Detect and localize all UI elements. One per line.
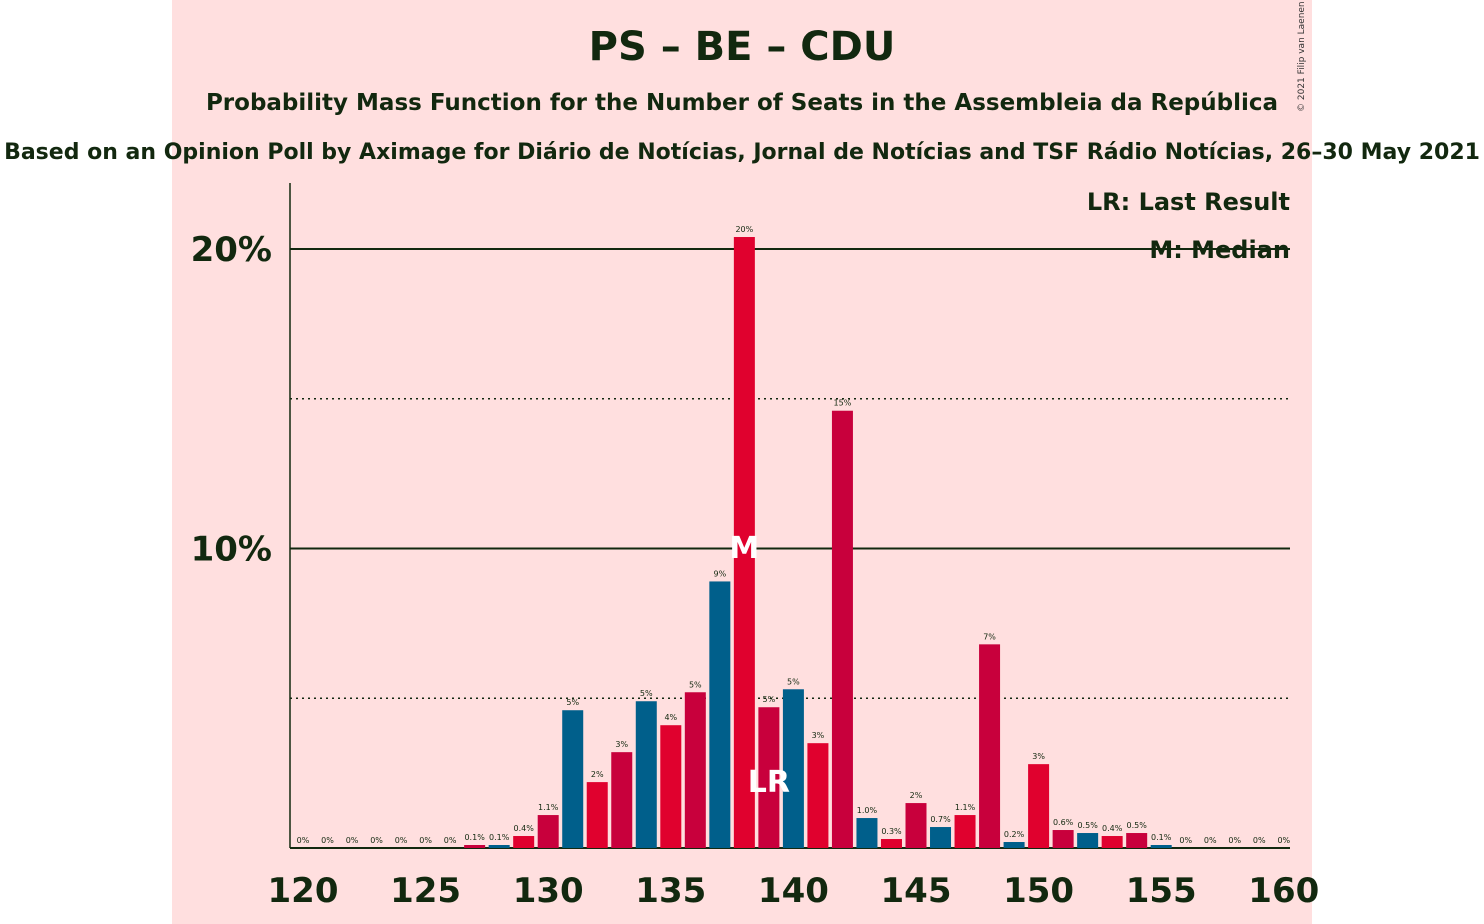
bar-label-143: 1.0% <box>857 806 878 815</box>
bar-label-122: 0% <box>346 836 359 845</box>
bar-label-125: 0% <box>419 836 432 845</box>
bar-135 <box>660 725 682 848</box>
bar-146 <box>930 827 952 848</box>
bar-label-149: 0.2% <box>1004 830 1025 839</box>
bar-label-124: 0% <box>395 836 408 845</box>
bar-label-144: 0.3% <box>881 827 902 836</box>
bar-label-140: 5% <box>787 677 800 686</box>
bar-label-148: 7% <box>983 632 996 641</box>
bar-152 <box>1077 833 1099 848</box>
bar-label-129: 0.4% <box>514 824 535 833</box>
bar-label-150: 3% <box>1032 752 1045 761</box>
bar-147 <box>954 815 976 848</box>
bar-141 <box>807 743 829 848</box>
y-tick-label: 10% <box>191 530 272 570</box>
x-tick-label: 125 <box>390 871 461 911</box>
bar-label-132: 2% <box>591 770 604 779</box>
bar-label-128: 0.1% <box>489 833 510 842</box>
y-tick-label: 20% <box>191 230 272 270</box>
bar-127 <box>464 845 486 848</box>
bar-155 <box>1150 845 1172 848</box>
bar-136 <box>684 692 706 848</box>
bar-label-133: 3% <box>615 740 628 749</box>
bar-label-141: 3% <box>812 731 825 740</box>
x-tick-label: 150 <box>1003 871 1074 911</box>
bar-label-139: 5% <box>763 695 776 704</box>
x-tick-label: 160 <box>1248 871 1319 911</box>
x-tick-label: 145 <box>881 871 952 911</box>
bar-label-154: 0.5% <box>1127 821 1148 830</box>
bar-129 <box>513 836 535 848</box>
bar-label-153: 0.4% <box>1102 824 1123 833</box>
bar-139 <box>758 707 780 848</box>
bar-label-155: 0.1% <box>1151 833 1172 842</box>
bar-label-156: 0% <box>1179 836 1192 845</box>
chart-subtitle: Probability Mass Function for the Number… <box>205 90 1279 116</box>
bar-148 <box>979 644 1001 848</box>
bar-label-160: 0% <box>1277 836 1290 845</box>
bar-145 <box>905 803 927 848</box>
bar-label-138: 20% <box>735 225 753 234</box>
bar-154 <box>1126 833 1148 848</box>
bar-label-151: 0.6% <box>1053 818 1074 827</box>
bar-label-120: 0% <box>297 836 310 845</box>
bar-label-145: 2% <box>910 791 923 800</box>
bar-label-134: 5% <box>640 689 653 698</box>
bar-label-158: 0% <box>1228 836 1241 845</box>
bar-label-142: 15% <box>834 399 852 408</box>
bar-143 <box>856 818 878 848</box>
legend-median: M: Median <box>1149 236 1290 264</box>
x-tick-label: 155 <box>1126 871 1197 911</box>
bar-label-146: 0.7% <box>930 815 951 824</box>
x-tick-label: 120 <box>268 871 339 911</box>
bar-label-135: 4% <box>664 713 677 722</box>
bar-label-136: 5% <box>689 680 702 689</box>
bar-134 <box>635 701 657 848</box>
bar-131 <box>562 710 584 848</box>
bar-label-126: 0% <box>444 836 457 845</box>
bar-142 <box>831 410 853 848</box>
last-result-marker: LR <box>748 765 790 800</box>
median-marker: M <box>729 531 759 566</box>
bar-label-147: 1.1% <box>955 803 976 812</box>
bar-label-121: 0% <box>321 836 334 845</box>
bar-label-137: 9% <box>713 569 726 578</box>
bar-label-123: 0% <box>370 836 383 845</box>
x-tick-label: 140 <box>758 871 829 911</box>
bar-151 <box>1052 830 1074 848</box>
chart-title: PS – BE – CDU <box>588 24 896 70</box>
bar-133 <box>611 752 633 848</box>
bar-label-130: 1.1% <box>538 803 559 812</box>
bar-149 <box>1003 842 1025 848</box>
bar-132 <box>586 782 608 848</box>
bar-130 <box>537 815 559 848</box>
bar-128 <box>488 845 510 848</box>
bar-label-127: 0.1% <box>464 833 485 842</box>
bar-label-157: 0% <box>1204 836 1217 845</box>
bar-153 <box>1101 836 1123 848</box>
bar-137 <box>709 581 731 848</box>
bar-label-131: 5% <box>566 698 579 707</box>
x-tick-label: 135 <box>635 871 706 911</box>
bar-138 <box>733 237 755 848</box>
bar-label-152: 0.5% <box>1077 821 1098 830</box>
bar-150 <box>1028 764 1050 848</box>
legend-last-result: LR: Last Result <box>1087 188 1290 216</box>
bar-label-159: 0% <box>1253 836 1266 845</box>
bar-140 <box>782 689 804 848</box>
chart-source: Based on an Opinion Poll by Aximage for … <box>4 140 1480 165</box>
x-tick-label: 130 <box>513 871 584 911</box>
bar-144 <box>880 839 902 848</box>
